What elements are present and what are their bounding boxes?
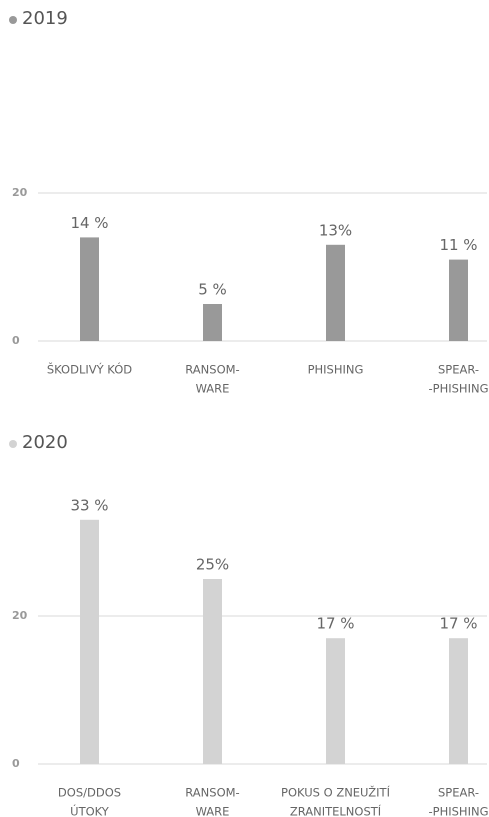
- y-tick-label: 0: [12, 334, 20, 347]
- x-tick-label: ŠKODLIVÝ KÓD: [47, 362, 132, 377]
- value-label: 5 %: [198, 281, 227, 299]
- bar: [449, 638, 468, 764]
- bar: [203, 304, 222, 341]
- chart-title: 2020: [22, 432, 68, 453]
- x-tick-label: WARE: [196, 805, 230, 817]
- bar: [203, 579, 222, 764]
- value-label: 11 %: [439, 236, 477, 254]
- value-label: 14 %: [70, 214, 108, 232]
- x-tick-label: -PHISHING: [429, 382, 489, 396]
- value-label: 33 %: [70, 496, 108, 514]
- x-tick-label: ZRANITELNOSTÍ: [290, 804, 382, 817]
- bar: [449, 259, 468, 341]
- y-tick-label: 20: [12, 186, 28, 199]
- chart-title: 2019: [22, 8, 68, 29]
- bar: [326, 244, 345, 341]
- legend-dot: [9, 440, 17, 448]
- x-tick-label: PHISHING: [308, 363, 364, 377]
- value-label: 13%: [319, 221, 352, 239]
- x-tick-label: WARE: [196, 382, 230, 396]
- x-tick-label: RANSOM-: [185, 786, 239, 800]
- value-label: 25%: [196, 556, 229, 574]
- x-tick-label: ÚTOKY: [70, 804, 110, 817]
- y-tick-label: 20: [12, 609, 28, 622]
- value-label: 17 %: [439, 615, 477, 633]
- x-tick-label: -PHISHING: [429, 805, 489, 817]
- x-tick-label: DOS/DDOS: [58, 786, 121, 800]
- legend-dot: [9, 16, 17, 24]
- x-tick-label: SPEAR-: [438, 786, 479, 800]
- bar: [326, 638, 345, 764]
- bar: [80, 519, 99, 764]
- x-tick-label: POKUS O ZNEUŽITÍ: [281, 785, 391, 800]
- bar: [80, 237, 99, 341]
- y-tick-label: 0: [12, 757, 20, 770]
- x-tick-label: SPEAR-: [438, 363, 479, 377]
- x-tick-label: RANSOM-: [185, 363, 239, 377]
- value-label: 17 %: [316, 615, 354, 633]
